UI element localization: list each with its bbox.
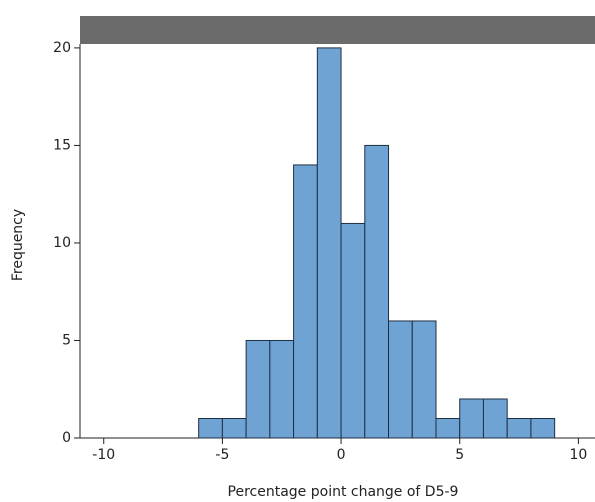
bar — [388, 320, 413, 439]
y-tick-label: 15 — [53, 137, 71, 153]
bar — [530, 417, 556, 439]
y-tick-label: 10 — [53, 235, 71, 251]
bar — [364, 144, 390, 439]
x-tick-label: -5 — [215, 447, 229, 463]
bar — [435, 417, 461, 439]
bar — [198, 417, 223, 439]
x-tick-label: -10 — [92, 447, 115, 463]
x-axis-title: Percentage point change of D5-9 — [228, 484, 459, 500]
y-tick-label: 0 — [62, 430, 71, 446]
x-tick-label: 10 — [569, 447, 587, 463]
bar — [459, 398, 484, 439]
x-tick-label: 0 — [337, 447, 346, 463]
bar — [269, 339, 295, 439]
bar — [340, 222, 366, 439]
bar — [245, 339, 271, 439]
y-axis-title: Frequency — [10, 209, 26, 281]
bar — [482, 398, 508, 439]
bar — [411, 320, 437, 439]
bar — [221, 417, 247, 439]
y-tick-label: 5 — [62, 332, 71, 348]
bar — [506, 417, 532, 439]
bar — [293, 164, 318, 439]
y-tick-label: 20 — [53, 40, 71, 56]
bar — [316, 47, 342, 439]
x-tick-label: 5 — [455, 447, 464, 463]
header-band — [80, 16, 595, 44]
